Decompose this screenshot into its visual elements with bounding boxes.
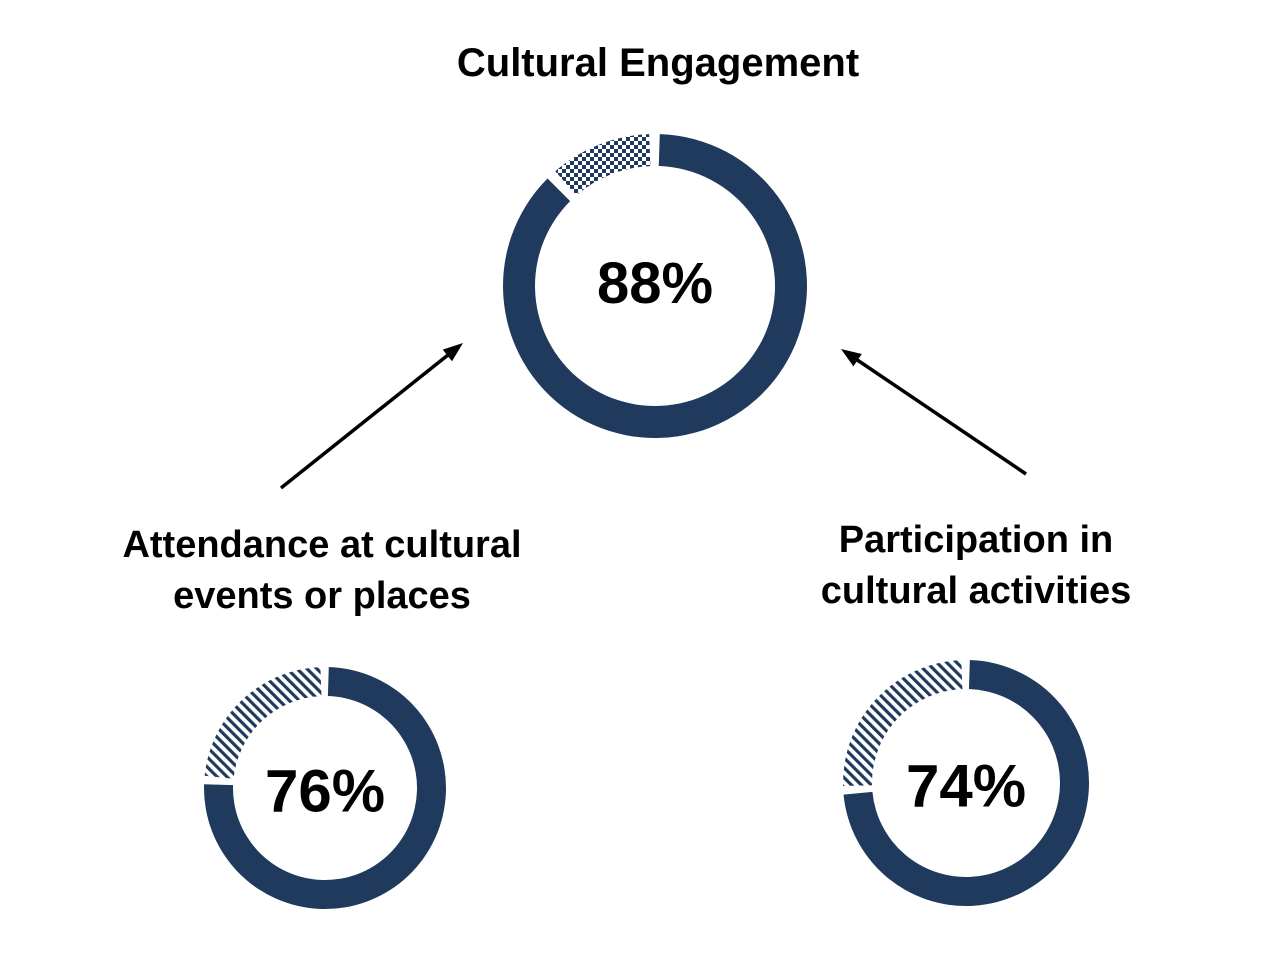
page-title: Cultural Engagement: [456, 41, 860, 85]
donut-ring-attendance: [204, 667, 447, 910]
donut-remainder-arc: [843, 660, 963, 787]
label-attendance-line1: Attendance at cultural: [122, 524, 522, 566]
donut-ring-cultural-engagement: [502, 134, 807, 439]
donut-cultural-engagement: 88%: [502, 133, 808, 439]
donut-participation: 74%: [842, 659, 1090, 907]
arrow-shaft: [854, 357, 1027, 476]
arrow-participation-to-engagement: [841, 349, 1027, 476]
donut-value-cultural-engagement: 88%: [596, 250, 714, 316]
donut-value-participation: 74%: [905, 752, 1027, 820]
label-attendance: Attendance at cultural events or places: [122, 520, 521, 622]
arrow-head: [841, 349, 862, 367]
label-participation: Participation in cultural activities: [821, 515, 1131, 617]
donut-attendance: 76%: [203, 666, 447, 910]
arrow-attendance-to-engagement: [279, 343, 463, 490]
donut-value-attendance: 76%: [264, 757, 386, 825]
label-participation-line2: cultural activities: [820, 570, 1132, 612]
donut-remainder-arc: [555, 134, 651, 196]
label-attendance-line2: events or places: [173, 575, 471, 617]
donut-remainder-arc: [204, 667, 322, 779]
arrow-shaft: [279, 352, 451, 490]
arrow-head: [442, 343, 463, 362]
donut-ring-participation: [843, 660, 1090, 906]
label-participation-line1: Participation in: [838, 519, 1114, 561]
